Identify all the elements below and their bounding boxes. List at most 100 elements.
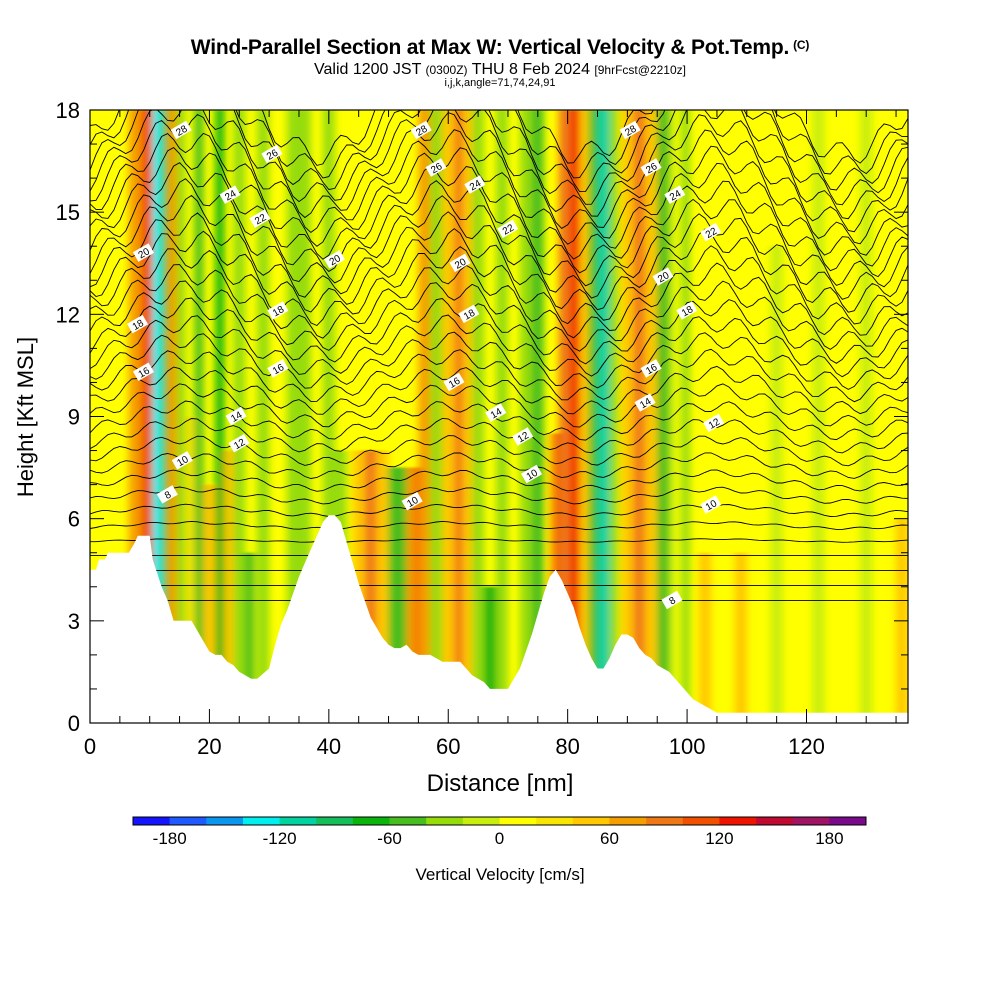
theta-label: 8 [156,485,178,504]
theta-label-bg [449,253,471,273]
theta-contour [90,314,908,378]
theta-label-text: 20 [453,256,469,271]
y-tick-label: 9 [68,405,80,430]
theta-contour [90,112,908,220]
colorbar-swatch [829,817,867,825]
theta-label: 10 [521,464,543,484]
velocity-band [185,416,195,723]
theta-contour [90,417,908,454]
contour-labels: 28 26 24 22 20 20 18 18 16 16 14 12 10 8 28 26 24 22 20 18 1… [127,120,725,610]
colorbar-swatch [462,817,500,825]
x-axis-label: Distance [nm] [427,770,574,797]
velocity-band [430,110,443,723]
theta-label: 26 [261,144,283,164]
theta-label-text: 8 [163,489,174,502]
velocity-band [770,246,783,723]
theta-label-bg [512,427,534,446]
theta-label-bg [410,120,432,140]
colorbar-swatch [792,817,830,825]
valid-utc: (0300Z) [425,63,468,77]
x-tick-label: 0 [84,734,96,759]
theta-label-text: 22 [501,222,517,237]
theta-label-text: 10 [175,454,191,469]
theta-label: 14 [485,403,507,422]
colorbar-label: Vertical Velocity [cm/s] [415,865,584,884]
velocity-band [570,110,580,723]
velocity-band [463,110,473,723]
colorbar-tick-label: 180 [815,829,843,848]
chart-subtitle: Valid 1200 JST (0300Z) THU 8 Feb 2024 [9… [0,61,1000,79]
theta-label-text: 20 [656,270,672,285]
colorbar-frame [132,816,867,826]
chart-title-text: Wind-Parallel Section at Max W: Vertical… [0,36,1000,60]
theta-label-text: 18 [131,318,147,333]
theta-label: 18 [676,301,698,320]
theta-contour [90,348,908,403]
theta-label-bg [267,301,289,320]
colorbar-swatch [279,817,317,825]
theta-label: 8 [661,590,683,610]
colorbar-swatch [756,817,793,825]
theta-label-text: 24 [468,178,484,193]
theta-contour [90,211,908,300]
velocity-band [579,110,589,723]
theta-label: 20 [324,250,346,269]
theta-contour [90,297,908,365]
potential-temperature-contours [90,110,908,601]
colorbar-tick-label: 60 [600,829,619,848]
theta-label: 10 [700,495,722,514]
velocity-band [645,110,658,723]
velocity-band [609,110,619,723]
theta-label: 26 [425,158,447,177]
x-tick-label: 40 [317,734,341,759]
forecast-info: [9hrFcst@2210z] [594,63,686,77]
theta-label: 12 [228,434,250,453]
theta-contour [90,194,908,287]
theta-label-text: 22 [253,212,269,227]
colorbar-swatch [536,817,574,825]
velocity-band [298,110,311,723]
velocity-band [454,110,464,723]
theta-contour [90,228,908,313]
theta-label-text: 8 [668,595,679,608]
section-indices: i,j,k,angle=71,74,24,91 [444,77,556,89]
theta-label-bg [521,464,543,484]
copyright-mark: (C) [793,38,810,52]
theta-label-text: 26 [265,147,281,162]
colorbar-swatch [169,817,207,825]
velocity-band [322,110,335,723]
theta-label-bg [700,495,722,514]
velocity-band [176,110,186,723]
velocity-band [376,450,389,723]
theta-label: 18 [267,301,289,320]
velocity-band [484,586,497,723]
velocity-band [152,110,162,723]
theta-label-bg [132,243,154,262]
theta-label-bg [619,120,641,140]
theta-label-bg [464,175,486,194]
velocity-band [597,110,610,723]
x-tick-label: 100 [669,734,706,759]
theta-label: 16 [443,372,465,392]
theta-contour [90,520,908,530]
velocity-band [245,552,255,723]
theta-label-bg [219,185,241,204]
theta-label-text: 18 [271,304,287,319]
theta-contour [90,262,908,339]
theta-contour [90,162,908,260]
theta-label-bg [132,362,154,382]
theta-label-text: 20 [137,246,153,261]
theta-label: 10 [171,451,193,470]
colorbar-swatch [352,817,390,825]
velocity-band [140,110,153,723]
velocity-band [364,450,377,723]
velocity-band [860,110,873,723]
colorbar-swatch [206,817,244,825]
theta-label-text: 24 [668,188,684,203]
velocity-band [406,467,416,723]
y-tick-label: 18 [56,98,80,123]
theta-label-bg [634,393,656,412]
theta-contour [90,538,908,543]
y-axis-label: Height [Kft MSL] [13,337,38,497]
theta-label-bg [261,144,283,164]
